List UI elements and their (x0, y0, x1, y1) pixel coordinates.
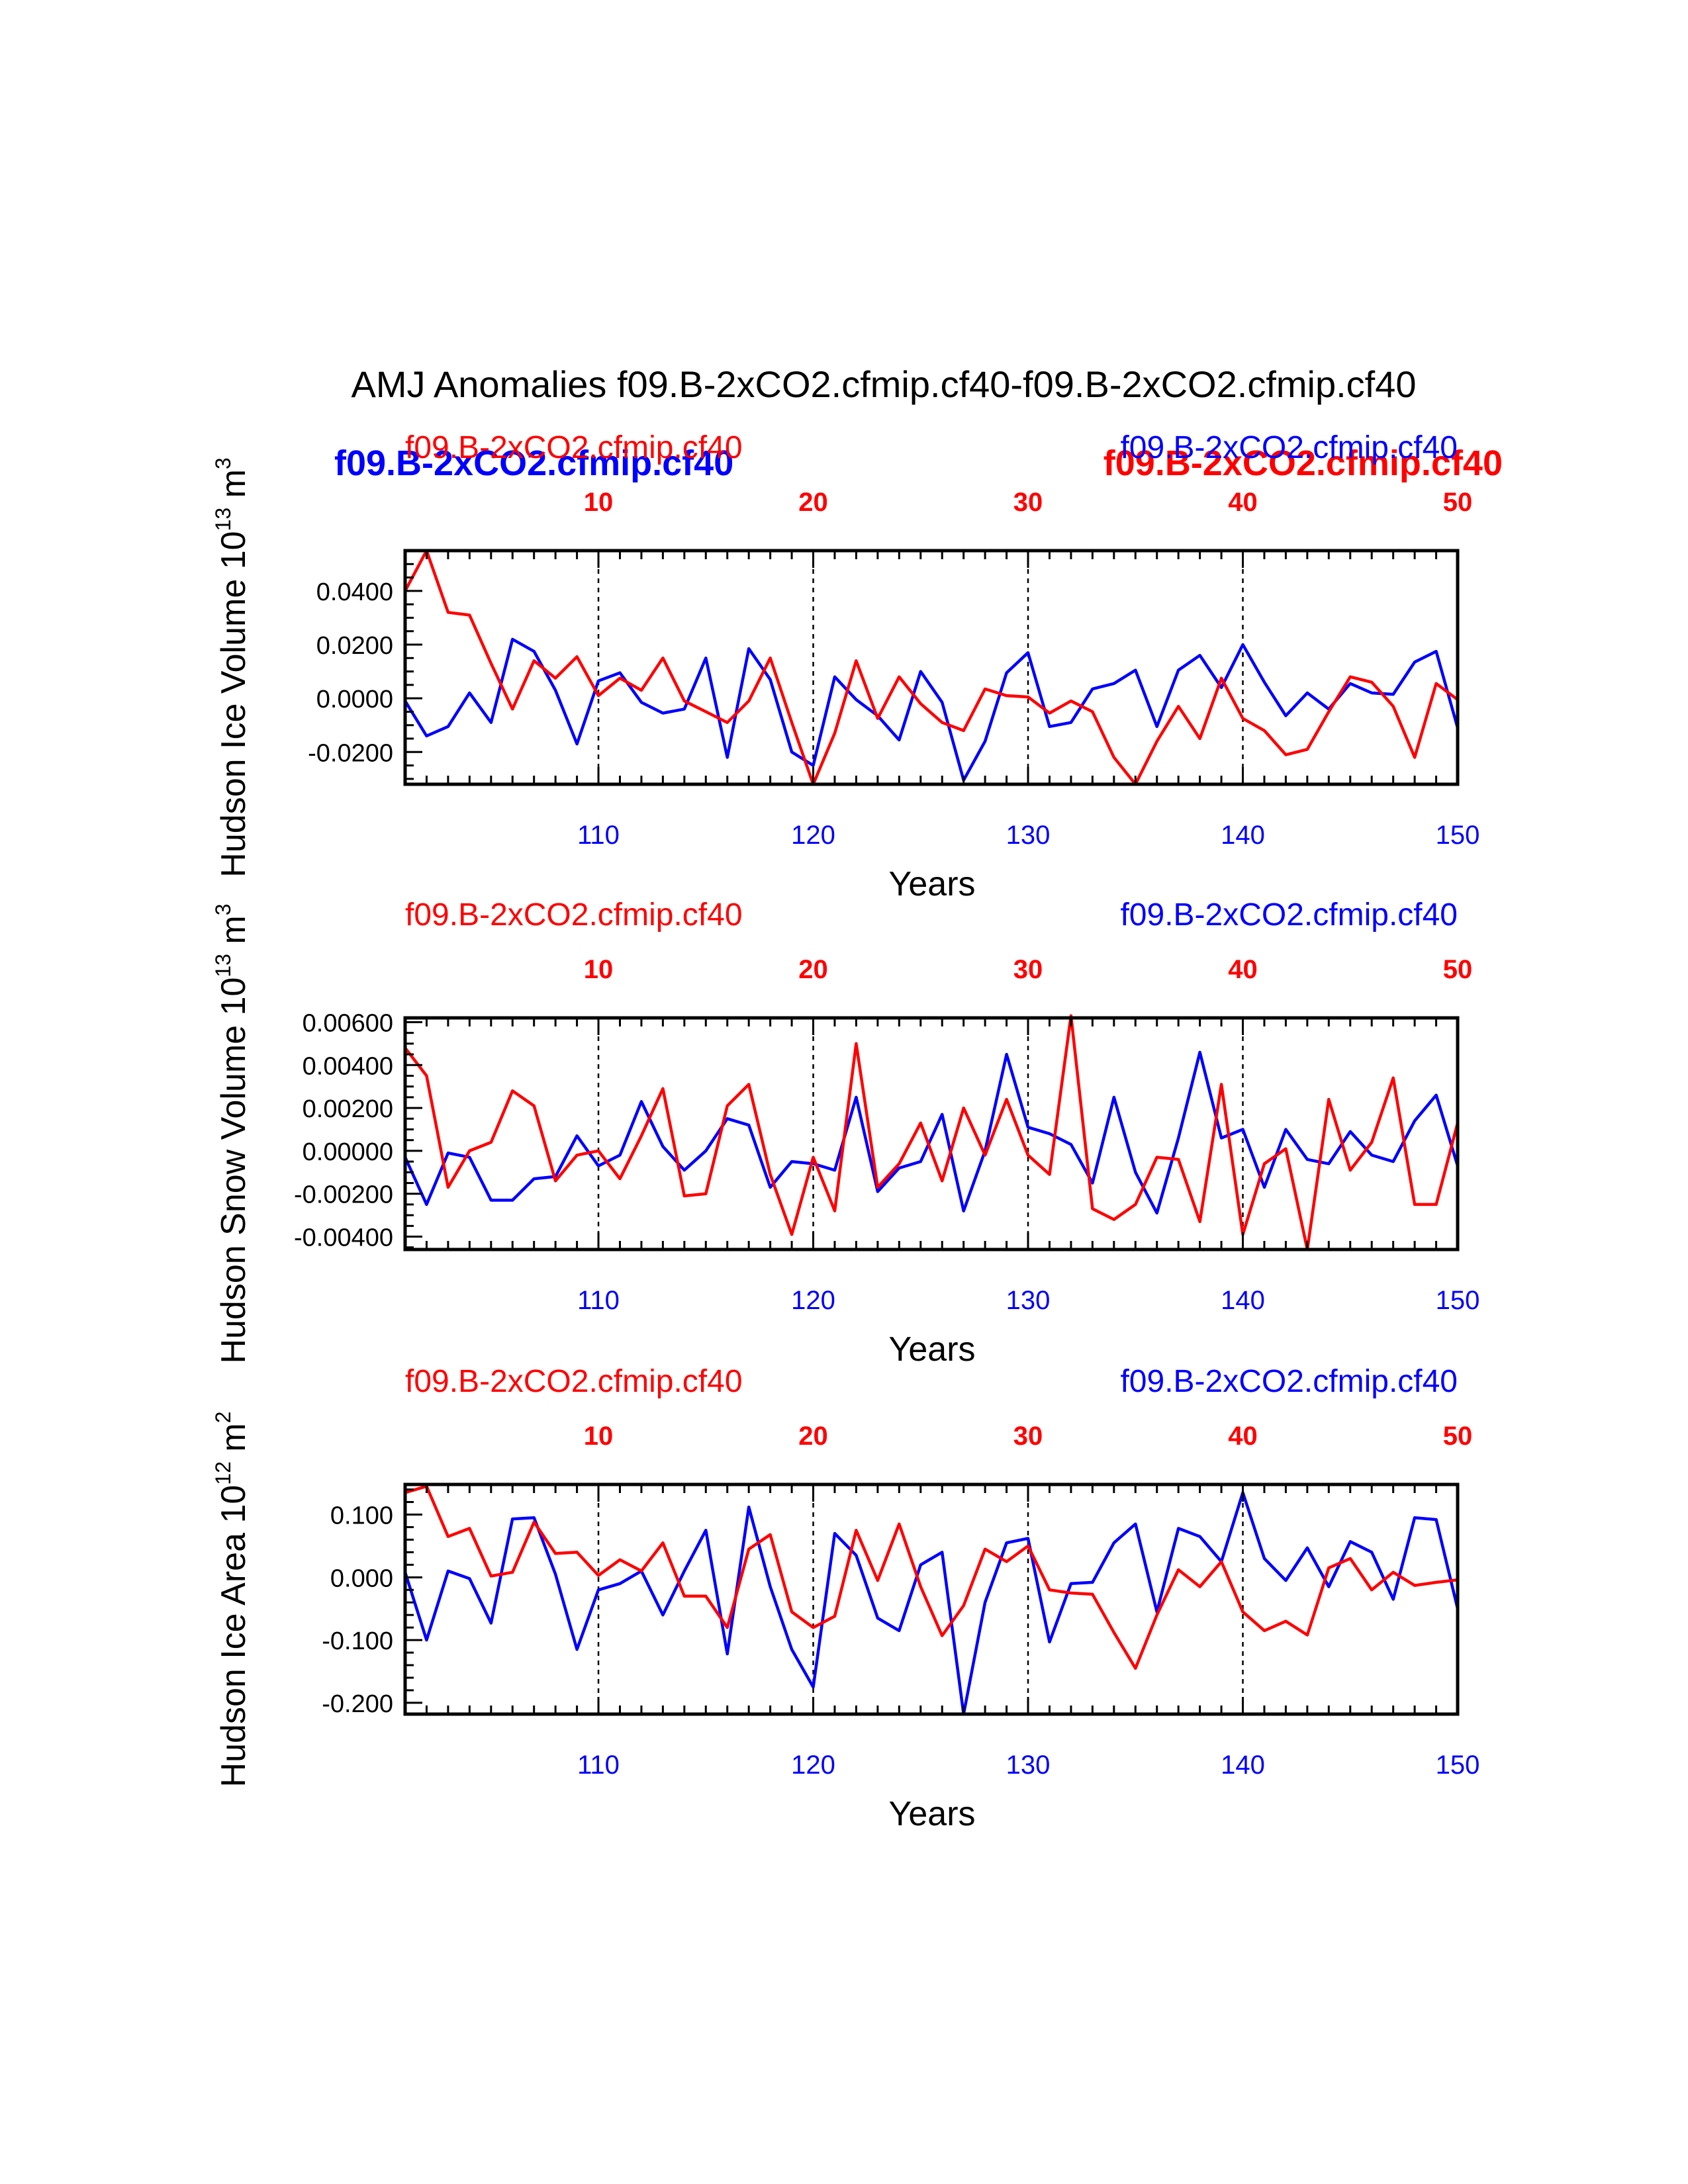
x-tick-label-top: 50 (1443, 1422, 1473, 1451)
x-tick-label-bottom: 110 (577, 1751, 620, 1780)
case-label-left: f09.B-2xCO2.cfmip.cf40 (405, 1364, 743, 1399)
y-axis-title-superscript: 3 (211, 903, 235, 915)
y-axis-title-part: m (214, 1423, 253, 1461)
x-tick-label-top: 30 (1013, 488, 1043, 517)
x-tick-label-top: 50 (1443, 488, 1473, 517)
case-label-left: f09.B-2xCO2.cfmip.cf40 (405, 897, 743, 933)
x-tick-label-top: 50 (1443, 955, 1473, 984)
case-label-right: f09.B-2xCO2.cfmip.cf40 (1120, 430, 1458, 465)
series-line-red (404, 1014, 1460, 1251)
y-axis-title-superscript: 3 (211, 457, 235, 469)
x-tick-label-top: 20 (798, 955, 828, 984)
x-tick-label-bottom: 150 (1436, 821, 1480, 850)
y-axis-title-superscript: 2 (211, 1412, 235, 1424)
figure-title: AMJ Anomalies f09.B-2xCO2.cfmip.cf40-f09… (351, 363, 1416, 405)
x-tick-label-bottom: 110 (577, 1286, 620, 1315)
y-tick-label: 0.000 (330, 1565, 393, 1592)
y-axis-title-part: m (214, 469, 253, 508)
x-tick-label-bottom: 140 (1221, 821, 1265, 850)
y-tick-label: 0.0000 (316, 686, 393, 713)
chart-panel-snow-volume: f09.B-2xCO2.cfmip.cf40 f09.B-2xCO2.cfmip.… (211, 897, 1479, 1369)
y-axis-title-part: Hudson Snow Volume 10 (214, 978, 253, 1364)
x-axis-title: Years (888, 1330, 975, 1369)
plot-frame (403, 549, 1460, 786)
x-tick-label-top: 30 (1013, 1422, 1043, 1451)
y-axis-title-part: m (214, 915, 253, 954)
chart-panel-ice-volume: f09.B-2xCO2.cfmip.cf40 f09.B-2xCO2.cfmip.… (211, 430, 1479, 903)
y-tick-label: 0.00200 (303, 1095, 393, 1123)
y-tick-label: 0.100 (330, 1502, 393, 1530)
x-tick-label-bottom: 150 (1436, 1286, 1480, 1315)
x-tick-label-bottom: 110 (577, 821, 620, 850)
x-axis-title: Years (888, 865, 975, 903)
x-tick-label-bottom: 120 (791, 1751, 835, 1780)
y-axis-title: Hudson Snow Volume 1013 m3 (211, 903, 253, 1363)
y-axis-title: Hudson Ice Volume 1013 m3 (211, 457, 253, 877)
x-axis-title: Years (888, 1795, 975, 1833)
y-tick-label: -0.00200 (294, 1181, 393, 1209)
series-line-red (404, 549, 1459, 786)
x-tick-label-top: 20 (798, 1422, 828, 1451)
x-tick-label-bottom: 140 (1221, 1286, 1265, 1315)
panels: f09.B-2xCO2.cfmip.cf40 f09.B-2xCO2.cfmip.… (211, 430, 1479, 1833)
x-tick-label-bottom: 130 (1006, 1286, 1051, 1315)
overlay-label-red-bold: f09.B-2xCO2.cfmip.cf40 (1103, 443, 1503, 483)
series-line-blue (403, 1050, 1460, 1215)
plot-frame (403, 1482, 1460, 1716)
plot-frame (403, 1016, 1460, 1251)
case-label-right: f09.B-2xCO2.cfmip.cf40 (1120, 897, 1458, 933)
series-line-red (404, 1484, 1458, 1670)
case-label-left: f09.B-2xCO2.cfmip.cf40 (405, 430, 743, 465)
x-tick-label-bottom: 140 (1221, 1751, 1265, 1780)
y-axis-title: Hudson Ice Area 1012 m2 (211, 1412, 253, 1788)
y-axis-title-superscript: 13 (211, 954, 235, 978)
x-tick-label-bottom: 120 (791, 821, 835, 850)
y-tick-label: 0.00000 (303, 1138, 393, 1166)
series-line-blue (404, 637, 1460, 782)
chart-panel-ice-area: f09.B-2xCO2.cfmip.cf40 f09.B-2xCO2.cfmip.… (211, 1364, 1479, 1833)
x-tick-label-top: 40 (1228, 488, 1258, 517)
x-tick-label-top: 40 (1228, 1422, 1258, 1451)
y-tick-label: 0.00600 (303, 1009, 393, 1037)
case-label-right: f09.B-2xCO2.cfmip.cf40 (1120, 1364, 1458, 1399)
y-tick-label: -0.200 (322, 1690, 393, 1718)
y-tick-label: 0.0400 (316, 578, 393, 606)
y-tick-label: 0.00400 (303, 1052, 393, 1080)
y-axis-title-superscript: 12 (211, 1461, 235, 1485)
x-tick-label-bottom: 130 (1006, 821, 1051, 850)
y-axis-title-part: Hudson Ice Area 10 (214, 1485, 253, 1788)
y-tick-label: -0.0200 (308, 739, 393, 767)
y-axis-title-part: Hudson Ice Volume 10 (214, 531, 253, 877)
x-tick-label-bottom: 130 (1006, 1751, 1051, 1780)
x-tick-label-top: 30 (1013, 955, 1043, 984)
overlay-label-blue-bold: f09.B-2xCO2.cfmip.cf40 (334, 443, 733, 483)
series-line-blue (403, 1491, 1460, 1716)
y-axis-title-superscript: 13 (211, 508, 235, 531)
x-tick-label-top: 10 (584, 1422, 614, 1451)
y-tick-label: -0.100 (322, 1627, 393, 1655)
x-tick-label-bottom: 120 (791, 1286, 835, 1315)
x-tick-label-top: 40 (1228, 955, 1258, 984)
x-tick-label-bottom: 150 (1436, 1751, 1480, 1780)
y-tick-label: -0.00400 (294, 1224, 393, 1252)
x-tick-label-top: 10 (584, 488, 614, 517)
x-tick-label-top: 10 (584, 955, 614, 984)
y-tick-label: 0.0200 (316, 632, 393, 660)
x-tick-label-top: 20 (798, 488, 828, 517)
